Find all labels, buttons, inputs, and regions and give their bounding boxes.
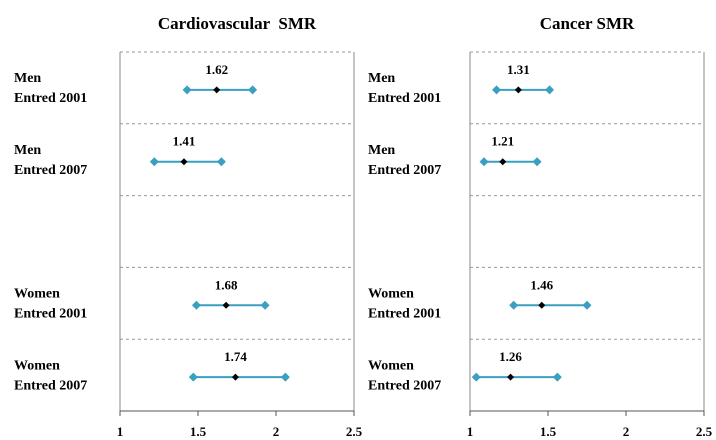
ci-lower — [471, 372, 481, 382]
x-tick-label: 1 — [467, 424, 474, 439]
point-estimate — [499, 158, 507, 166]
value-label: 1.26 — [499, 349, 522, 364]
row-label: Entred 2007 — [368, 163, 441, 178]
x-tick-label: 1.5 — [540, 424, 557, 439]
row-label: Men — [14, 71, 41, 86]
ci-lower — [149, 157, 159, 167]
ci-upper — [248, 85, 258, 95]
ci-upper — [260, 300, 270, 310]
row-label: Entred 2001 — [14, 307, 87, 322]
x-tick-label: 1 — [117, 424, 124, 439]
ci-upper — [532, 157, 542, 167]
value-label: 1.62 — [205, 62, 228, 77]
x-tick-label: 2.5 — [696, 424, 713, 439]
row-label: Women — [368, 287, 414, 302]
value-label: 1.31 — [507, 62, 530, 77]
point-estimate — [231, 373, 239, 381]
row-label: Women — [14, 358, 60, 373]
row-label: Entred 2001 — [368, 307, 441, 322]
row-label: Entred 2007 — [14, 163, 87, 178]
value-label: 1.74 — [224, 349, 247, 364]
ci-upper — [552, 372, 562, 382]
ci-lower — [509, 300, 519, 310]
point-estimate — [514, 86, 522, 94]
x-tick-label: 1.5 — [190, 424, 207, 439]
chart-title: Cancer SMR — [540, 14, 635, 33]
ci-upper — [545, 85, 555, 95]
value-label: 1.21 — [491, 134, 514, 149]
row-label: Men — [368, 71, 395, 86]
row-label: Entred 2007 — [368, 378, 441, 393]
row-label: Women — [368, 358, 414, 373]
ci-upper — [280, 372, 290, 382]
ci-lower — [479, 157, 489, 167]
value-label: 1.41 — [173, 134, 196, 149]
point-estimate — [180, 158, 188, 166]
value-label: 1.46 — [530, 277, 553, 292]
point-estimate — [213, 86, 221, 94]
row-label: Men — [14, 143, 41, 158]
row-label: Men — [368, 143, 395, 158]
row-label: Women — [14, 287, 60, 302]
row-label: Entred 2001 — [14, 91, 87, 106]
ci-lower — [182, 85, 192, 95]
point-estimate — [222, 301, 230, 309]
row-label: Entred 2007 — [14, 378, 87, 393]
value-label: 1.68 — [215, 277, 238, 292]
point-estimate — [507, 373, 515, 381]
point-estimate — [538, 301, 546, 309]
row-label: Entred 2001 — [368, 91, 441, 106]
ci-lower — [188, 372, 198, 382]
ci-upper — [582, 300, 592, 310]
x-tick-label: 2 — [623, 424, 630, 439]
x-tick-label: 2.5 — [346, 424, 363, 439]
chart-title: Cardiovascular SMR — [158, 14, 317, 33]
ci-lower — [191, 300, 201, 310]
ci-lower — [492, 85, 502, 95]
ci-upper — [216, 157, 226, 167]
x-tick-label: 2 — [273, 424, 280, 439]
